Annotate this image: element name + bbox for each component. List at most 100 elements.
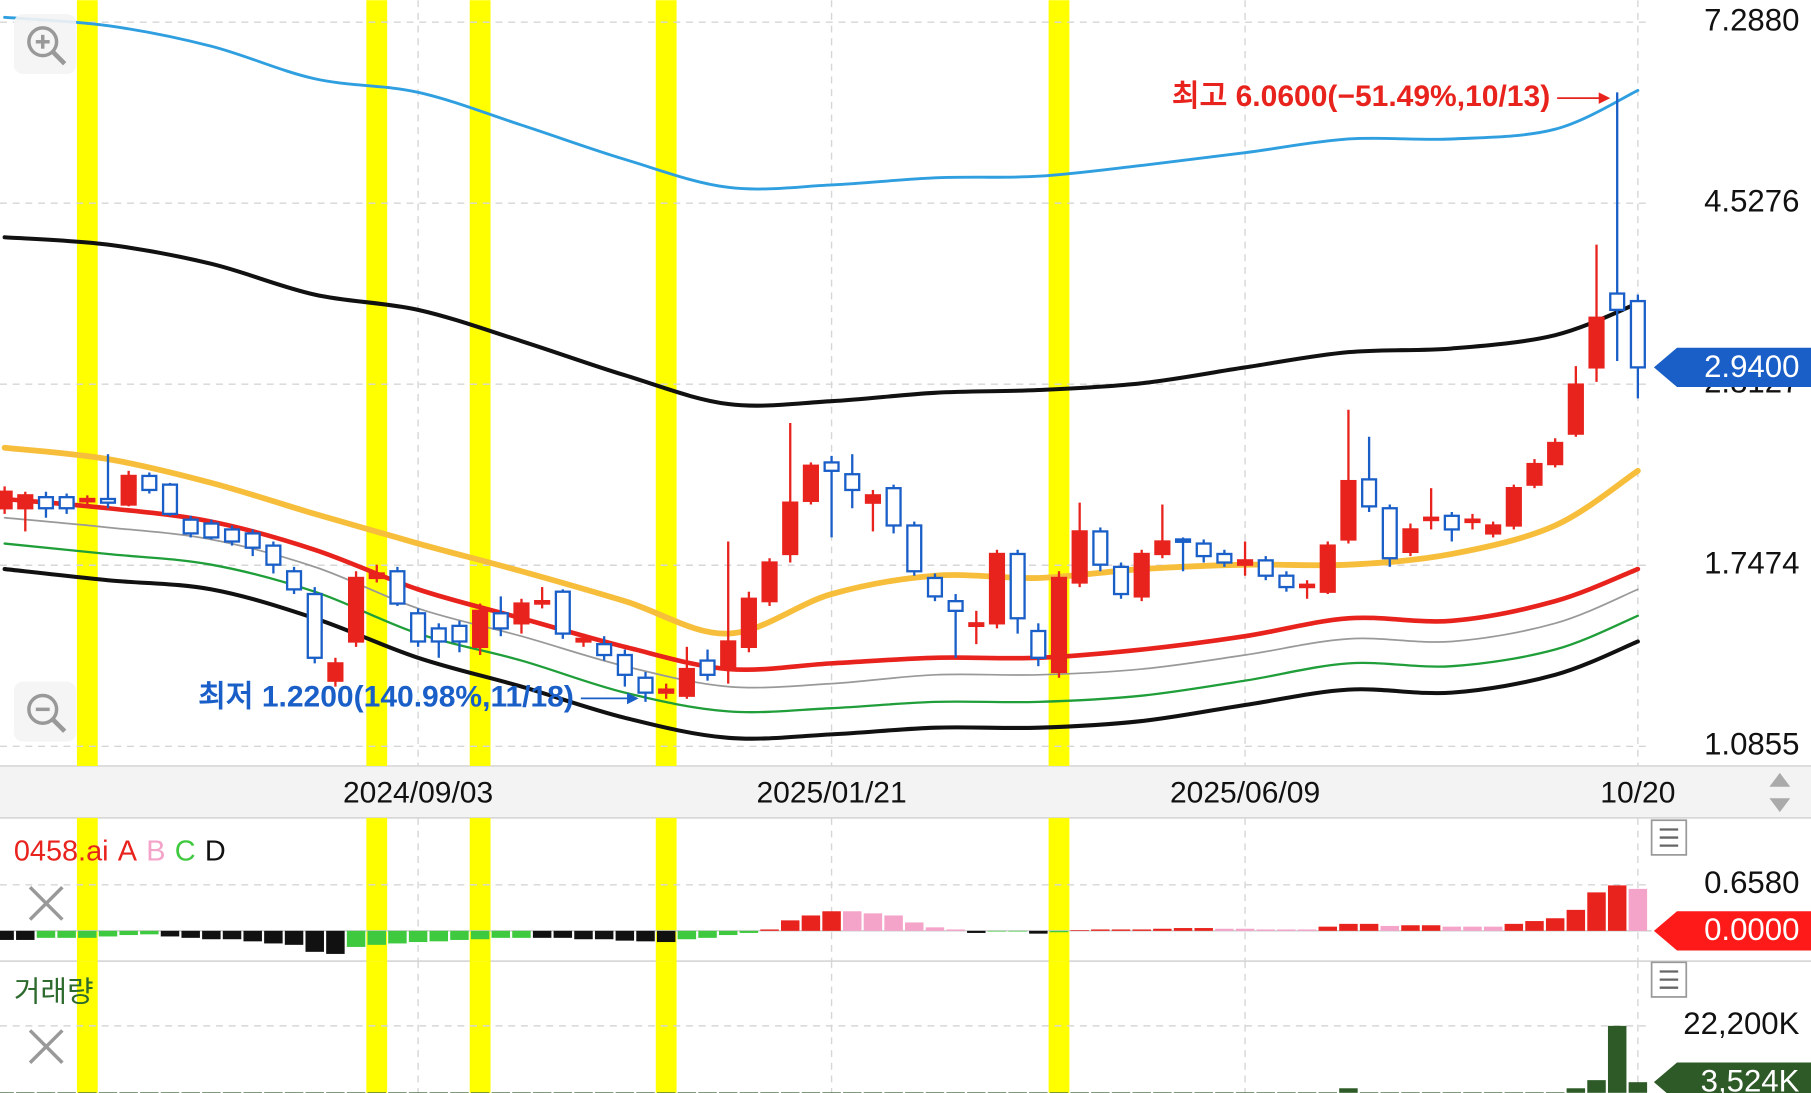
bar <box>470 930 490 940</box>
candle-body <box>988 552 1006 625</box>
bar <box>512 930 531 938</box>
bar <box>305 930 324 952</box>
bar <box>843 911 862 931</box>
candle-body <box>161 483 179 516</box>
last-value-tag <box>1653 1062 1811 1093</box>
y-tick-label: 1.0855 <box>1704 727 1799 762</box>
legend-entry: B <box>146 835 165 867</box>
x-tick-label: 2025/01/21 <box>756 777 906 810</box>
bar <box>1628 888 1648 931</box>
candle-body <box>368 572 385 580</box>
candle-body <box>472 609 489 648</box>
indicator-line <box>3 516 1639 689</box>
candle-body <box>968 622 985 628</box>
bar <box>429 930 449 942</box>
y-tick-label: 7.2880 <box>1704 2 1799 37</box>
candle-body <box>1009 552 1026 620</box>
bar <box>491 930 511 938</box>
bar <box>739 930 759 933</box>
bar <box>1339 1088 1358 1093</box>
bar <box>160 930 180 937</box>
bar <box>698 930 717 938</box>
candle-body <box>1526 462 1543 486</box>
candle-body <box>534 599 551 605</box>
candle-body <box>1071 530 1088 584</box>
panel-title: 0458.ai A B C D <box>14 835 226 867</box>
bar <box>905 922 924 931</box>
highlight-band <box>655 0 677 766</box>
candle-body <box>844 473 861 492</box>
bar <box>1049 930 1069 933</box>
candle-body <box>1423 516 1440 522</box>
y-tick-label: 22,200K <box>1683 1006 1799 1041</box>
x-tick-label: 10/20 <box>1600 777 1675 810</box>
candle-body <box>1567 383 1584 435</box>
bar <box>574 930 593 940</box>
bar <box>1235 928 1255 931</box>
candle-body <box>1174 538 1192 543</box>
panel-title-text: 0458.ai <box>14 835 109 867</box>
bar <box>594 930 614 940</box>
candle-body <box>596 643 613 657</box>
bar <box>408 930 428 943</box>
candle-body <box>1443 514 1460 531</box>
candle-body <box>906 524 923 573</box>
menu-button[interactable] <box>1650 819 1688 856</box>
bar <box>1442 926 1462 931</box>
candle-body <box>182 518 199 535</box>
menu-button[interactable] <box>1650 961 1688 998</box>
zoom-out-button[interactable] <box>13 681 77 742</box>
scroll-button[interactable] <box>1769 772 1791 813</box>
candle-body <box>823 461 840 472</box>
bar <box>1545 918 1565 931</box>
bar <box>863 913 883 931</box>
candle-body <box>740 597 757 648</box>
bar <box>636 930 655 942</box>
bar <box>98 930 118 937</box>
indicator-line <box>2 567 1640 741</box>
last-value-tag <box>1653 347 1811 388</box>
bar <box>1566 909 1586 931</box>
candle-body <box>265 544 282 566</box>
candle-body <box>782 501 799 556</box>
bar <box>1132 929 1151 931</box>
bar <box>1070 930 1089 931</box>
highlight-band <box>655 817 677 962</box>
candle-body <box>1505 487 1522 527</box>
close-button[interactable] <box>28 885 64 921</box>
candle-body <box>79 497 96 503</box>
candle-body <box>575 637 592 643</box>
candle-body <box>58 496 75 510</box>
bar <box>1153 928 1172 931</box>
candle-body <box>513 602 530 625</box>
y-tick-label: 0.6580 <box>1704 865 1799 900</box>
candle-body <box>1133 552 1150 598</box>
bar <box>1483 926 1503 931</box>
indicator-line <box>2 496 1641 673</box>
highlight-band <box>366 0 388 766</box>
zoom-in-button[interactable] <box>13 14 77 75</box>
bar <box>1194 928 1213 931</box>
candle-body <box>1257 559 1274 577</box>
bar <box>780 920 800 931</box>
candle-body <box>1298 583 1316 589</box>
bar <box>718 930 738 936</box>
bar <box>36 930 56 938</box>
candle-body <box>37 496 55 510</box>
close-button[interactable] <box>28 1029 64 1064</box>
bar <box>1008 930 1027 932</box>
candle-body <box>1154 540 1171 556</box>
bar <box>553 930 573 938</box>
bar <box>925 927 945 931</box>
candle-body <box>1278 574 1295 589</box>
y-tick-label: 4.5276 <box>1704 183 1799 218</box>
panel-title-text: 거래량 <box>14 976 94 1008</box>
candle-body <box>1381 507 1398 560</box>
bar <box>1111 929 1131 931</box>
bar <box>78 930 97 938</box>
candle-body <box>430 627 447 643</box>
bar <box>532 930 552 938</box>
candle-body <box>864 494 882 504</box>
